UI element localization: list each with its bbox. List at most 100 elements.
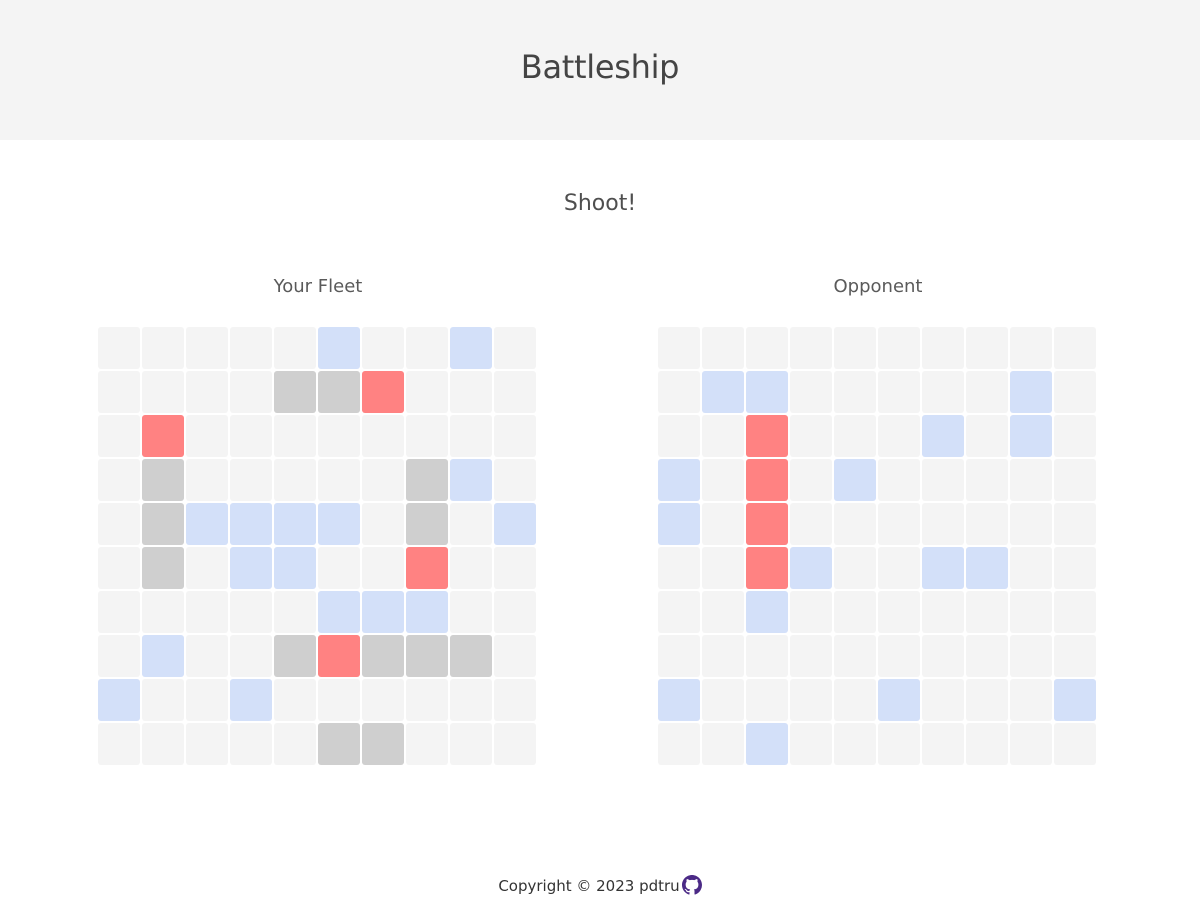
opponent-cell-empty[interactable] <box>790 371 832 413</box>
player-cell-empty <box>186 723 228 765</box>
opponent-cell-empty[interactable] <box>878 503 920 545</box>
opponent-cell-empty[interactable] <box>746 679 788 721</box>
opponent-cell-empty[interactable] <box>834 679 876 721</box>
opponent-cell-miss <box>790 547 832 589</box>
opponent-cell-empty[interactable] <box>1054 415 1096 457</box>
opponent-cell-empty[interactable] <box>922 327 964 369</box>
opponent-cell-empty[interactable] <box>834 635 876 677</box>
opponent-cell-empty[interactable] <box>1010 591 1052 633</box>
opponent-cell-empty[interactable] <box>922 459 964 501</box>
opponent-cell-empty[interactable] <box>878 635 920 677</box>
opponent-cell-miss <box>878 679 920 721</box>
player-cell-empty <box>274 459 316 501</box>
opponent-cell-empty[interactable] <box>922 679 964 721</box>
opponent-cell-empty[interactable] <box>1010 723 1052 765</box>
opponent-cell-empty[interactable] <box>702 547 744 589</box>
opponent-cell-empty[interactable] <box>966 503 1008 545</box>
opponent-cell-empty[interactable] <box>834 503 876 545</box>
opponent-cell-empty[interactable] <box>790 503 832 545</box>
opponent-cell-empty[interactable] <box>966 371 1008 413</box>
opponent-cell-miss <box>746 371 788 413</box>
opponent-cell-empty[interactable] <box>1054 327 1096 369</box>
opponent-cell-empty[interactable] <box>658 415 700 457</box>
opponent-cell-empty[interactable] <box>790 415 832 457</box>
opponent-cell-empty[interactable] <box>1054 723 1096 765</box>
opponent-cell-empty[interactable] <box>702 679 744 721</box>
opponent-cell-empty[interactable] <box>702 723 744 765</box>
opponent-cell-empty[interactable] <box>878 371 920 413</box>
opponent-cell-empty[interactable] <box>878 327 920 369</box>
player-cell-empty <box>230 371 272 413</box>
opponent-cell-empty[interactable] <box>702 327 744 369</box>
opponent-cell-empty[interactable] <box>658 327 700 369</box>
opponent-cell-empty[interactable] <box>702 635 744 677</box>
game-status: Shoot! <box>563 191 637 216</box>
player-cell-miss <box>450 327 492 369</box>
opponent-cell-empty[interactable] <box>658 547 700 589</box>
opponent-cell-empty[interactable] <box>966 327 1008 369</box>
player-cell-miss <box>318 591 360 633</box>
opponent-cell-empty[interactable] <box>834 327 876 369</box>
opponent-cell-empty[interactable] <box>966 415 1008 457</box>
player-cell-ship <box>406 503 448 545</box>
opponent-cell-empty[interactable] <box>1010 327 1052 369</box>
opponent-cell-empty[interactable] <box>878 547 920 589</box>
opponent-cell-empty[interactable] <box>1054 591 1096 633</box>
opponent-cell-empty[interactable] <box>834 371 876 413</box>
opponent-cell-empty[interactable] <box>966 723 1008 765</box>
opponent-cell-empty[interactable] <box>834 547 876 589</box>
opponent-cell-empty[interactable] <box>790 679 832 721</box>
github-link[interactable] <box>680 875 702 895</box>
opponent-cell-empty[interactable] <box>746 327 788 369</box>
opponent-cell-empty[interactable] <box>1010 547 1052 589</box>
player-cell-empty <box>362 679 404 721</box>
opponent-cell-empty[interactable] <box>790 635 832 677</box>
opponent-cell-empty[interactable] <box>790 327 832 369</box>
player-board <box>98 327 538 767</box>
opponent-cell-empty[interactable] <box>658 723 700 765</box>
opponent-cell-empty[interactable] <box>1010 459 1052 501</box>
opponent-cell-empty[interactable] <box>966 591 1008 633</box>
opponent-cell-empty[interactable] <box>702 415 744 457</box>
opponent-cell-empty[interactable] <box>1054 459 1096 501</box>
opponent-cell-empty[interactable] <box>658 371 700 413</box>
player-cell-empty <box>406 327 448 369</box>
player-cell-empty <box>186 459 228 501</box>
opponent-cell-empty[interactable] <box>834 415 876 457</box>
opponent-cell-empty[interactable] <box>702 591 744 633</box>
opponent-cell-empty[interactable] <box>790 591 832 633</box>
opponent-cell-empty[interactable] <box>966 459 1008 501</box>
opponent-cell-empty[interactable] <box>878 591 920 633</box>
opponent-cell-empty[interactable] <box>966 679 1008 721</box>
opponent-cell-empty[interactable] <box>1054 503 1096 545</box>
opponent-cell-empty[interactable] <box>790 723 832 765</box>
opponent-cell-empty[interactable] <box>878 459 920 501</box>
opponent-cell-empty[interactable] <box>834 591 876 633</box>
opponent-cell-empty[interactable] <box>922 503 964 545</box>
opponent-cell-empty[interactable] <box>658 591 700 633</box>
opponent-cell-empty[interactable] <box>1010 503 1052 545</box>
opponent-cell-empty[interactable] <box>922 635 964 677</box>
opponent-cell-empty[interactable] <box>658 635 700 677</box>
opponent-cell-empty[interactable] <box>878 415 920 457</box>
opponent-cell-empty[interactable] <box>834 723 876 765</box>
opponent-cell-empty[interactable] <box>922 371 964 413</box>
opponent-cell-empty[interactable] <box>702 503 744 545</box>
opponent-cell-empty[interactable] <box>702 459 744 501</box>
player-cell-empty <box>230 327 272 369</box>
player-cell-ship <box>142 459 184 501</box>
opponent-cell-empty[interactable] <box>1054 635 1096 677</box>
opponent-cell-empty[interactable] <box>878 723 920 765</box>
opponent-cell-empty[interactable] <box>1010 679 1052 721</box>
opponent-cell-empty[interactable] <box>922 723 964 765</box>
opponent-cell-empty[interactable] <box>1054 371 1096 413</box>
player-cell-ship <box>406 635 448 677</box>
opponent-cell-empty[interactable] <box>790 459 832 501</box>
opponent-cell-empty[interactable] <box>746 635 788 677</box>
opponent-cell-empty[interactable] <box>1054 547 1096 589</box>
opponent-cell-empty[interactable] <box>1010 635 1052 677</box>
player-cell-empty <box>142 327 184 369</box>
opponent-cell-empty[interactable] <box>922 591 964 633</box>
opponent-cell-empty[interactable] <box>966 635 1008 677</box>
player-cell-empty <box>186 591 228 633</box>
